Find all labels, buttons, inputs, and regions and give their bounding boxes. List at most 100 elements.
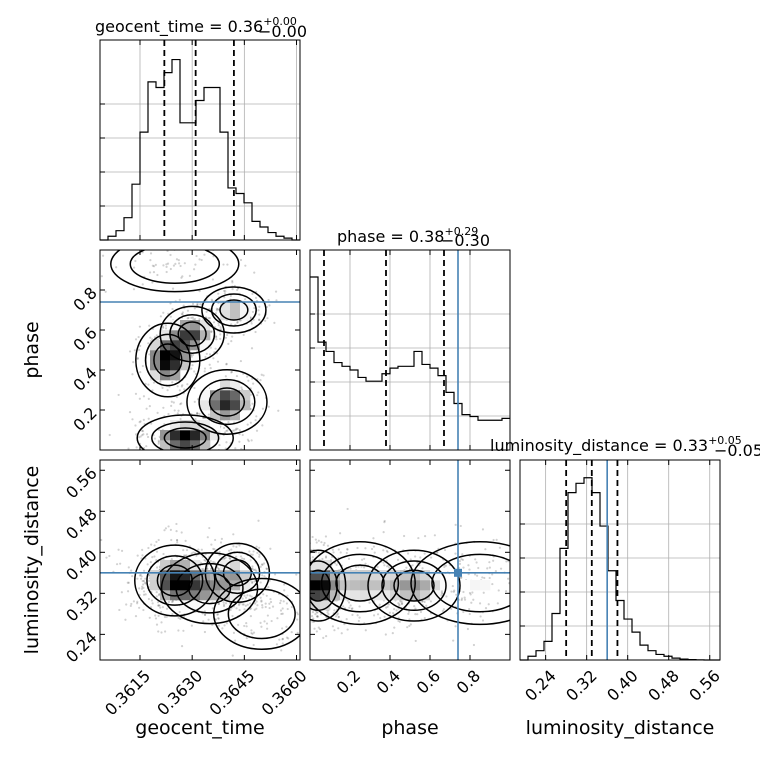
joint-phase-luminosity-distance-sample xyxy=(382,561,385,564)
joint-geocent-time-phase-sample xyxy=(208,353,212,356)
joint-geocent-time-phase-sample xyxy=(139,435,142,438)
joint-phase-luminosity-distance-sample xyxy=(310,615,314,618)
joint-geocent-time-luminosity-distance-sample xyxy=(244,604,247,607)
joint-geocent-time-phase-sample xyxy=(174,247,176,249)
joint-phase-luminosity-distance-sample xyxy=(307,594,309,596)
joint-phase-luminosity-distance-density-cell xyxy=(310,590,321,601)
joint-phase-luminosity-distance-sample xyxy=(397,602,400,605)
joint-phase-luminosity-distance-sample xyxy=(473,573,477,576)
joint-phase-luminosity-distance-sample xyxy=(433,534,436,537)
joint-geocent-time-luminosity-distance-sample xyxy=(290,630,293,634)
joint-geocent-time-luminosity-distance-sample xyxy=(148,616,151,619)
joint-geocent-time-phase-contour xyxy=(129,250,221,284)
joint-phase-luminosity-distance-sample xyxy=(325,635,328,638)
joint-geocent-time-phase-sample xyxy=(152,452,154,454)
joint-phase-luminosity-distance-sample xyxy=(478,602,482,605)
joint-geocent-time-luminosity-distance-sample xyxy=(139,573,142,576)
joint-phase-luminosity-distance-sample xyxy=(336,612,340,615)
hist-geocent-time-frame xyxy=(99,39,301,241)
joint-phase-luminosity-distance-sample xyxy=(333,562,337,565)
joint-geocent-time-luminosity-distance-sample xyxy=(285,625,288,628)
joint-geocent-time-phase-sample xyxy=(230,340,233,343)
joint-geocent-time-phase-sample xyxy=(195,254,198,258)
joint-phase-luminosity-distance-sample xyxy=(382,549,385,552)
joint-phase-luminosity-distance-sample xyxy=(484,607,488,610)
joint-geocent-time-luminosity-distance-sample xyxy=(115,563,119,566)
joint-geocent-time-phase-sample xyxy=(230,370,233,373)
joint-geocent-time-luminosity-distance-sample xyxy=(217,602,221,606)
joint-geocent-time-luminosity-distance-sample xyxy=(214,538,217,542)
joint-phase-luminosity-distance-sample xyxy=(400,602,404,606)
joint-geocent-time-phase-sample xyxy=(178,389,181,392)
joint-geocent-time-luminosity-distance-sample xyxy=(170,600,174,603)
joint-geocent-time-phase-sample xyxy=(190,354,193,357)
joint-geocent-time-luminosity-distance-sample xyxy=(265,661,267,663)
joint-geocent-time-luminosity-distance-sample xyxy=(155,540,158,543)
joint-geocent-time-luminosity-distance-contour xyxy=(146,555,204,606)
joint-geocent-time-luminosity-distance-sample xyxy=(148,579,151,582)
joint-geocent-time-phase-sample xyxy=(147,383,150,386)
joint-phase-luminosity-distance-sample xyxy=(294,580,296,582)
joint-geocent-time-luminosity-distance-sample xyxy=(209,559,212,563)
joint-phase-luminosity-distance-density-cell xyxy=(400,590,411,601)
joint-geocent-time-luminosity-distance-sample xyxy=(180,644,184,648)
joint-geocent-time-luminosity-distance-sample xyxy=(213,561,216,564)
joint-geocent-time-phase-sample xyxy=(176,412,179,415)
joint-geocent-time-phase-sample xyxy=(230,371,233,374)
joint-phase-luminosity-distance-sample xyxy=(347,601,351,604)
joint-phase-luminosity-distance-density-cell xyxy=(460,580,471,591)
joint-phase-luminosity-distance-sample xyxy=(419,610,423,614)
joint-geocent-time-luminosity-distance-sample xyxy=(176,541,179,544)
joint-geocent-time-luminosity-distance-sample xyxy=(263,575,266,578)
joint-phase-luminosity-distance-sample xyxy=(603,595,605,597)
joint-phase-luminosity-distance-sample xyxy=(356,614,359,617)
joint-geocent-time-phase-sample xyxy=(215,309,218,312)
joint-phase-luminosity-distance-sample xyxy=(363,557,366,560)
joint-geocent-time-luminosity-distance-density-cell xyxy=(230,560,241,571)
joint-geocent-time-phase-sample xyxy=(166,247,168,249)
joint-phase-luminosity-distance-sample xyxy=(406,626,409,629)
joint-geocent-time-luminosity-distance-sample xyxy=(190,624,193,627)
joint-phase-luminosity-distance-sample xyxy=(397,619,400,623)
joint-phase-luminosity-distance-sample xyxy=(467,573,470,576)
joint-phase-luminosity-distance-sample xyxy=(407,612,410,615)
joint-phase-luminosity-distance-density-cell xyxy=(360,590,371,601)
joint-geocent-time-luminosity-distance-sample xyxy=(229,608,232,612)
joint-geocent-time-luminosity-distance-sample xyxy=(251,632,254,636)
joint-phase-luminosity-distance-sample xyxy=(313,627,316,630)
joint-phase-luminosity-distance-sample xyxy=(507,577,510,580)
joint-phase-luminosity-distance-sample xyxy=(307,614,309,616)
joint-geocent-time-phase-sample xyxy=(181,311,184,314)
joint-geocent-time-luminosity-distance-sample xyxy=(232,631,236,634)
joint-geocent-time-luminosity-distance-sample xyxy=(170,557,173,561)
joint-geocent-time-phase-density-cell xyxy=(220,310,231,321)
joint-geocent-time-luminosity-distance-sample xyxy=(164,527,168,530)
joint-phase-luminosity-distance-sample xyxy=(450,607,453,610)
joint-geocent-time-phase-sample xyxy=(246,375,249,378)
joint-geocent-time-phase-density-cell xyxy=(210,430,221,441)
joint-phase-luminosity-distance-sample xyxy=(329,559,333,562)
joint-phase-luminosity-distance-density-cell xyxy=(400,580,411,591)
joint-geocent-time-phase-sample xyxy=(145,445,148,448)
joint-phase-luminosity-distance-sample xyxy=(505,560,508,563)
joint-geocent-time-phase-sample xyxy=(234,447,237,450)
joint-geocent-time-luminosity-distance-density-cell xyxy=(170,570,181,581)
joint-geocent-time-phase-sample xyxy=(143,446,146,450)
joint-phase-luminosity-distance-sample xyxy=(497,589,500,592)
joint-geocent-time-phase-sample xyxy=(198,290,201,293)
joint-geocent-time-phase-density-cell xyxy=(200,320,211,331)
joint-geocent-time-luminosity-distance-sample xyxy=(257,519,260,522)
joint-geocent-time-luminosity-distance-sample xyxy=(179,617,182,620)
joint-phase-luminosity-distance-sample xyxy=(332,551,335,554)
joint-phase-luminosity-distance-sample xyxy=(467,564,470,567)
joint-phase-luminosity-distance-sample xyxy=(383,519,386,523)
joint-geocent-time-luminosity-distance-sample xyxy=(266,627,269,630)
xlabel-phase: phase xyxy=(381,717,438,739)
joint-geocent-time-luminosity-distance-sample xyxy=(163,615,167,619)
joint-geocent-time-phase-sample xyxy=(252,382,255,385)
joint-geocent-time-phase-sample xyxy=(170,404,173,407)
joint-geocent-time-phase-sample xyxy=(225,441,228,444)
joint-geocent-time-luminosity-distance-sample xyxy=(251,553,254,556)
joint-geocent-time-phase-contour xyxy=(186,369,268,435)
joint-geocent-time-luminosity-distance-sample xyxy=(155,566,159,569)
